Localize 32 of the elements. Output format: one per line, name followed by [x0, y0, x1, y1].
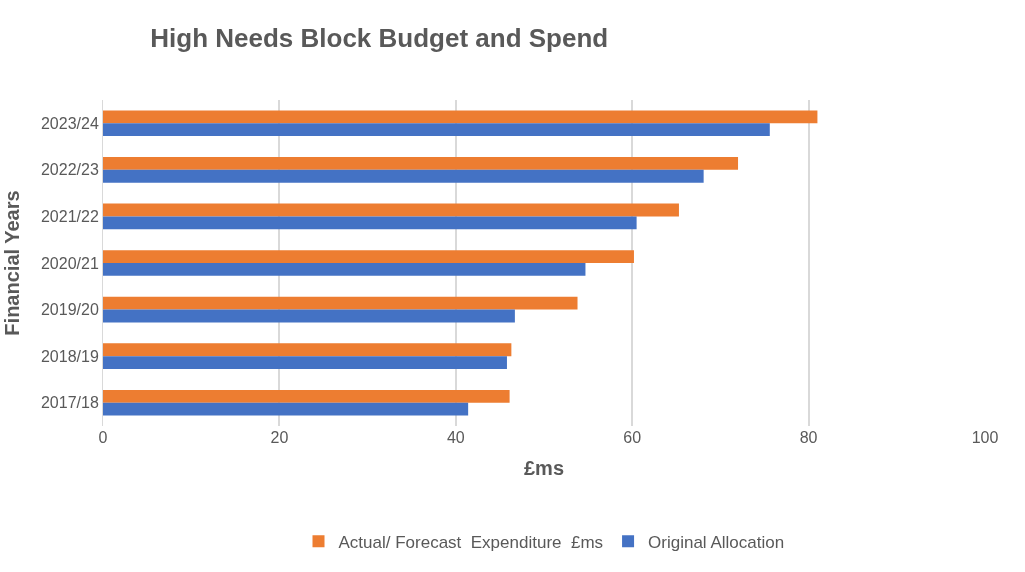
legend-label: Actual/ Forecast Expenditure £ms — [338, 532, 604, 552]
x-tick-label: 100 — [971, 429, 999, 446]
x-tick-label: 60 — [623, 429, 642, 446]
bar — [103, 296, 578, 310]
y-tick-label: 2021/22 — [40, 208, 99, 226]
x-tick-label: 80 — [799, 429, 818, 446]
legend-label: Original Allocation — [648, 532, 785, 552]
y-tick-label: 2018/19 — [40, 347, 99, 365]
bar — [103, 250, 634, 263]
bar — [103, 343, 512, 357]
bar — [103, 402, 469, 416]
bar — [103, 356, 507, 369]
bar — [103, 309, 515, 323]
y-tick-label: 2023/24 — [40, 114, 99, 132]
y-axis-title: Financial Years — [1, 190, 24, 336]
x-axis-title: £ms — [523, 456, 565, 479]
bar — [103, 263, 586, 276]
x-tick-label: 20 — [270, 429, 289, 446]
bar — [103, 169, 704, 183]
x-tick-label: 0 — [98, 429, 108, 446]
bar — [103, 203, 679, 217]
bar — [103, 110, 818, 124]
bar — [103, 123, 770, 137]
bar — [103, 216, 637, 230]
chart-title: High Needs Block Budget and Spend — [150, 22, 609, 53]
bar — [103, 157, 739, 170]
y-tick-label: 2019/20 — [40, 301, 99, 319]
y-tick-label: 2022/23 — [40, 161, 99, 179]
y-tick-label: 2017/18 — [40, 394, 99, 412]
x-tick-label: 40 — [446, 429, 465, 446]
y-tick-label: 2020/21 — [40, 254, 99, 272]
bar — [103, 389, 510, 403]
